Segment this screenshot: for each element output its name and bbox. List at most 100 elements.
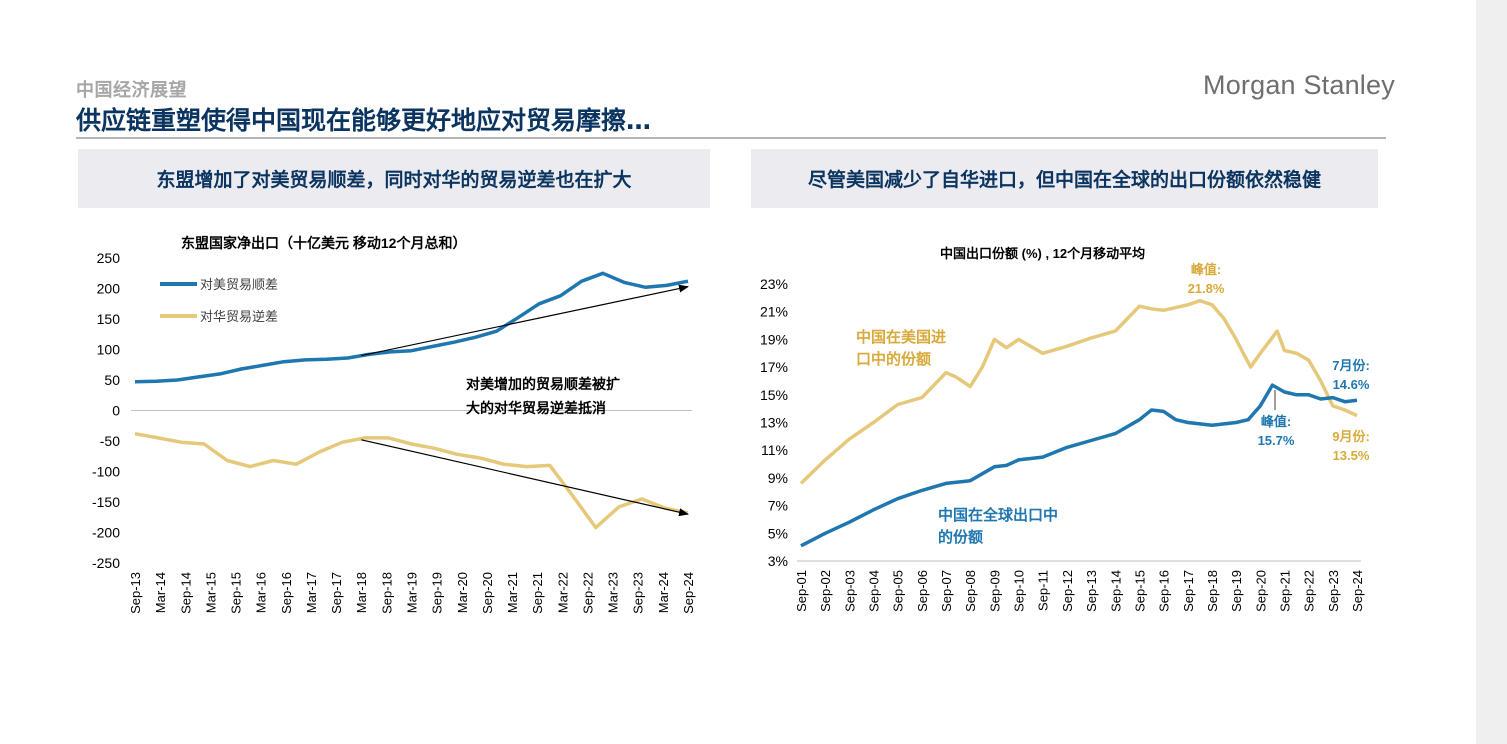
right-x-tick-label: Sep-05 bbox=[891, 570, 906, 612]
right-y-tick-label: 23% bbox=[760, 276, 788, 292]
right-y-tick-label: 9% bbox=[768, 470, 788, 486]
left-x-tick-label: Mar-21 bbox=[505, 572, 520, 613]
asean-net-exports-chart: 东盟国家净出口（十亿美元 移动12个月总和） 250 200 150 100 50 0 -5… bbox=[92, 235, 696, 614]
right-x-tick-label: Sep-20 bbox=[1253, 570, 1268, 612]
left-y-tick-label: 50 bbox=[104, 372, 120, 388]
right-y-tick-label: 17% bbox=[760, 359, 788, 375]
left-x-tick-label: Mar-14 bbox=[153, 572, 168, 613]
left-y-tick-label: 0 bbox=[112, 403, 120, 419]
right-x-tick-label: Sep-09 bbox=[987, 570, 1002, 612]
left-x-tick-label: Sep-19 bbox=[430, 572, 445, 614]
series-china-deficit-line bbox=[134, 431, 689, 530]
right-y-tick-label: 7% bbox=[768, 498, 788, 514]
left-x-axis: Sep-13 Mar-14 Sep-14 Mar-15 Sep-15 Mar-16 Sep-… bbox=[128, 572, 696, 614]
right-x-tick-label: Sep-07 bbox=[939, 570, 954, 612]
peak-us-title: 峰值: bbox=[1191, 262, 1221, 277]
peak-global-title: 峰值: bbox=[1261, 414, 1291, 429]
label-global-export-share: 中国在全球出口中 的份额 bbox=[938, 506, 1062, 546]
offset-annotation-line-2: 大的对华贸易逆差抵消 bbox=[466, 400, 606, 416]
right-y-tick-label: 15% bbox=[760, 387, 788, 403]
page-title: 供应链重塑使得中国现在能够更好地应对贸易摩擦… bbox=[76, 106, 652, 135]
peak-global-value: 15.7% bbox=[1258, 433, 1295, 448]
right-x-tick-label: Sep-15 bbox=[1132, 570, 1147, 612]
offset-annotation: 对美增加的贸易顺差被扩 大的对华贸易逆差抵消 bbox=[466, 376, 624, 416]
right-x-tick-label: Sep-18 bbox=[1205, 570, 1220, 612]
jul-title: 7月份: bbox=[1332, 358, 1370, 373]
label-us-import-share-line-2: 口中的份额 bbox=[856, 350, 931, 368]
left-x-tick-label: Sep-13 bbox=[128, 572, 143, 614]
left-y-tick-label: -250 bbox=[92, 555, 120, 571]
trend-arrow-deficit bbox=[361, 439, 689, 517]
right-y-tick-label: 13% bbox=[760, 415, 788, 431]
right-x-tick-label: Sep-14 bbox=[1108, 570, 1123, 612]
label-us-import-share-line-1: 中国在美国进 bbox=[856, 328, 946, 346]
left-y-tick-label: -100 bbox=[92, 464, 120, 480]
right-edge-strip bbox=[1476, 0, 1507, 744]
sep-value: 13.5% bbox=[1333, 448, 1370, 463]
left-x-tick-label: Mar-22 bbox=[555, 572, 570, 613]
right-y-tick-label: 3% bbox=[768, 553, 788, 569]
left-legend: 对美贸易顺差 对华贸易逆差 bbox=[160, 277, 278, 324]
brand-logo: Morgan Stanley bbox=[1203, 70, 1395, 100]
left-y-axis: 250 200 150 100 50 0 -50 -100 -150 -200 -250 bbox=[92, 250, 120, 571]
left-x-tick-label: Sep-22 bbox=[580, 572, 595, 614]
left-x-tick-label: Sep-17 bbox=[329, 572, 344, 614]
right-x-tick-label: Sep-19 bbox=[1229, 570, 1244, 612]
left-x-tick-label: Mar-16 bbox=[254, 572, 269, 613]
right-y-tick-label: 5% bbox=[768, 525, 788, 541]
china-export-share-chart: 中国出口份额 (%) , 12个月移动平均 23% 21% 19% 17% 15% 13%… bbox=[760, 246, 1370, 612]
right-x-tick-label: Sep-12 bbox=[1060, 570, 1075, 612]
right-panel-heading: 尽管美国减少了自华进口，但中国在全球的出口份额依然稳健 bbox=[751, 149, 1378, 208]
left-panel-heading: 东盟增加了对美贸易顺差，同时对华的贸易逆差也在扩大 bbox=[78, 149, 710, 208]
sep-title: 9月份: bbox=[1332, 429, 1370, 444]
trend-arrow-surplus bbox=[361, 284, 689, 357]
right-chart-title: 中国出口份额 (%) , 12个月移动平均 bbox=[940, 246, 1145, 261]
left-y-tick-label: -200 bbox=[92, 525, 120, 541]
left-x-tick-label: Sep-15 bbox=[229, 572, 244, 614]
jul-annotation: 7月份: 14.6% bbox=[1332, 358, 1370, 392]
peak-global-annotation: 峰值: 15.7% bbox=[1258, 390, 1295, 448]
left-y-tick-label: -150 bbox=[92, 494, 120, 510]
left-y-tick-label: 150 bbox=[97, 311, 121, 327]
title-divider bbox=[76, 137, 1386, 139]
right-y-tick-label: 21% bbox=[760, 304, 788, 320]
left-x-tick-label: Mar-24 bbox=[656, 572, 671, 613]
series-us-import-share-line bbox=[799, 298, 1358, 485]
jul-value: 14.6% bbox=[1333, 377, 1370, 392]
right-x-tick-label: Sep-16 bbox=[1157, 570, 1172, 612]
left-y-tick-label: 250 bbox=[97, 250, 121, 266]
section-kicker: 中国经济展望 bbox=[76, 80, 187, 101]
sep-annotation: 9月份: 13.5% bbox=[1332, 429, 1370, 463]
right-x-tick-label: Sep-08 bbox=[963, 570, 978, 612]
right-x-tick-label: Sep-22 bbox=[1302, 570, 1317, 612]
left-x-tick-label: Sep-24 bbox=[681, 572, 696, 614]
left-x-tick-label: Sep-20 bbox=[480, 572, 495, 614]
right-x-tick-label: Sep-03 bbox=[842, 570, 857, 612]
left-x-tick-label: Sep-18 bbox=[379, 572, 394, 614]
right-x-tick-label: Sep-06 bbox=[915, 570, 930, 612]
label-global-export-share-line-2: 的份额 bbox=[938, 528, 983, 546]
left-x-tick-label: Sep-23 bbox=[631, 572, 646, 614]
peak-us-annotation: 峰值: 21.8% bbox=[1188, 262, 1225, 296]
label-global-export-share-line-1: 中国在全球出口中 bbox=[938, 506, 1058, 524]
left-y-tick-label: 200 bbox=[97, 281, 121, 297]
left-x-tick-label: Sep-16 bbox=[279, 572, 294, 614]
left-x-tick-label: Sep-21 bbox=[530, 572, 545, 614]
right-x-tick-label: Sep-23 bbox=[1326, 570, 1341, 612]
right-x-tick-label: Sep-02 bbox=[818, 570, 833, 612]
right-x-tick-label: Sep-04 bbox=[867, 570, 882, 612]
legend-label-china-deficit: 对华贸易逆差 bbox=[200, 309, 278, 324]
legend-label-us-surplus: 对美贸易顺差 bbox=[200, 277, 278, 292]
series-us-surplus-line bbox=[134, 271, 689, 384]
left-x-tick-label: Mar-23 bbox=[606, 572, 621, 613]
right-x-tick-label: Sep-17 bbox=[1181, 570, 1196, 612]
left-x-tick-label: Mar-17 bbox=[304, 572, 319, 613]
left-x-tick-label: Mar-19 bbox=[405, 572, 420, 613]
left-x-tick-label: Mar-15 bbox=[203, 572, 218, 613]
left-chart-title: 东盟国家净出口（十亿美元 移动12个月总和） bbox=[181, 235, 466, 251]
offset-annotation-line-1: 对美增加的贸易顺差被扩 bbox=[466, 376, 620, 392]
right-x-tick-label: Sep-10 bbox=[1012, 570, 1027, 612]
left-y-tick-label: -50 bbox=[100, 433, 120, 449]
right-y-axis: 23% 21% 19% 17% 15% 13% 11% 9% 7% 5% 3% bbox=[760, 276, 788, 569]
